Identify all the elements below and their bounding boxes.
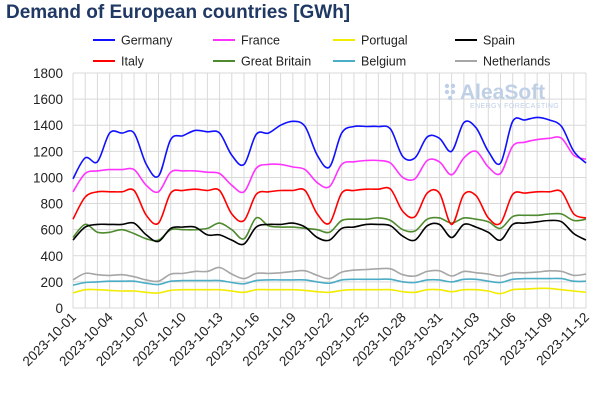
- series-line-great-britain: [72, 212, 587, 242]
- series-line-italy: [72, 186, 587, 226]
- x-axis: 2023-10-012023-10-042023-10-072023-10-10…: [20, 309, 592, 369]
- series-line-france: [72, 136, 587, 194]
- series-line-germany: [72, 116, 587, 180]
- legend-label-spain: Spain: [483, 34, 515, 48]
- legend-label-belgium: Belgium: [361, 55, 406, 69]
- y-tick-label: 0: [55, 301, 63, 316]
- legend: Germany France Portugal Spain Italy Great Bri…: [93, 34, 550, 69]
- y-tick-label: 1800: [33, 66, 63, 81]
- y-tick-label: 1200: [33, 144, 63, 159]
- grid-lines: [72, 72, 587, 309]
- legend-label-great-britain: Great Britain: [241, 55, 311, 69]
- series-lines: [72, 116, 587, 295]
- watermark-brand: AleaSoft: [460, 81, 545, 104]
- aleasoft-watermark: AleaSoft ENERGY FORECASTING: [444, 81, 559, 110]
- series-line-netherlands: [72, 266, 587, 283]
- series-line-belgium: [72, 277, 587, 286]
- legend-label-italy: Italy: [121, 55, 145, 69]
- watermark-tagline: ENERGY FORECASTING: [470, 103, 559, 110]
- series-line-portugal: [72, 287, 587, 295]
- legend-label-portugal: Portugal: [361, 34, 408, 48]
- y-tick-label: 1600: [33, 92, 63, 107]
- y-tick-label: 1000: [33, 170, 63, 185]
- series-line-spain: [72, 219, 587, 246]
- chart-title: Demand of European countries [GWh]: [6, 2, 351, 23]
- legend-label-germany: Germany: [121, 34, 173, 48]
- y-tick-label: 1400: [33, 118, 63, 133]
- legend-label-france: France: [241, 34, 280, 48]
- y-tick-label: 600: [40, 223, 63, 238]
- y-tick-label: 200: [40, 275, 63, 290]
- y-axis: 0 200 400 600 800 1000 1200 1400 1600 1800: [33, 66, 63, 316]
- y-tick-label: 400: [40, 249, 63, 264]
- legend-label-netherlands: Netherlands: [483, 55, 550, 69]
- y-tick-label: 800: [40, 197, 63, 212]
- aleasoft-logo-icon: [444, 83, 456, 101]
